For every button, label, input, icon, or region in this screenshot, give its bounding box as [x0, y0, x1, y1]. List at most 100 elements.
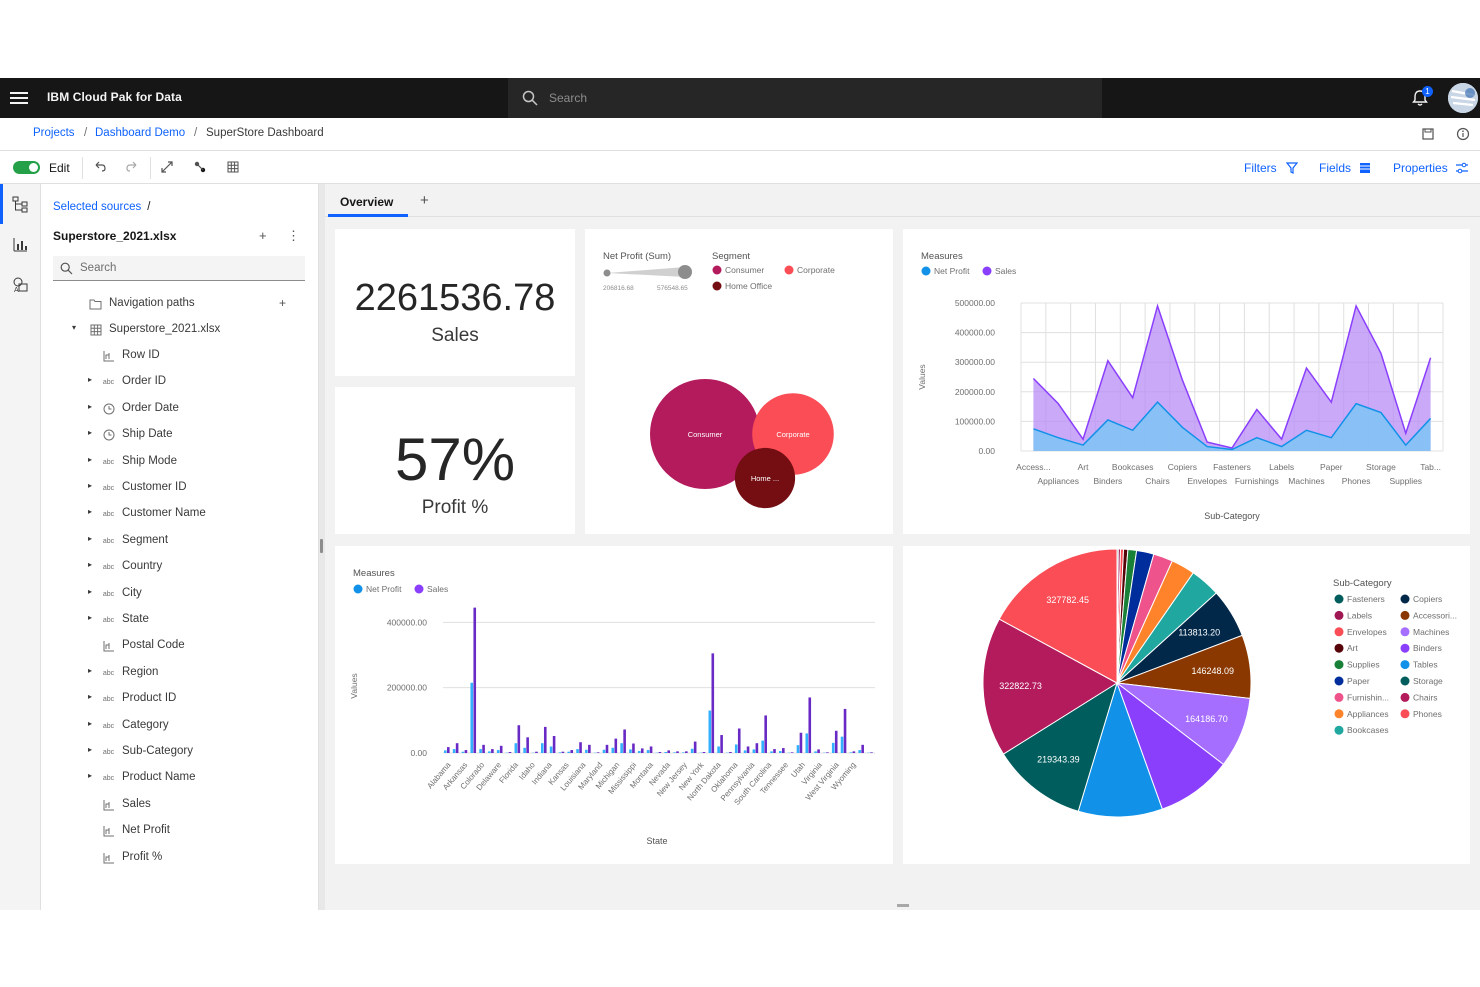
bar-net-profit-pennsylvania[interactable] [761, 740, 764, 753]
bar-sales-new-hampshire[interactable] [685, 751, 688, 753]
bar-sales-vermont[interactable] [826, 752, 829, 753]
add-tab-button[interactable]: + [420, 192, 429, 209]
bar-net-profit-massachusetts[interactable] [611, 747, 615, 753]
bar-net-profit-california[interactable] [470, 682, 474, 753]
pie-slice-phones[interactable] [998, 548, 1118, 684]
bar-sales-utah[interactable] [817, 749, 820, 753]
bar-net-profit-south-carolina[interactable] [779, 751, 782, 753]
expand-arrow-icon[interactable]: ▸ [88, 533, 93, 543]
bar-sales-louisiana[interactable] [588, 744, 591, 753]
tree-item-sales[interactable]: Sales [41, 797, 311, 815]
bar-net-profit-oklahoma[interactable] [743, 750, 747, 753]
properties-sliders-icon[interactable] [1455, 161, 1469, 175]
info-icon[interactable] [1456, 127, 1470, 141]
profit-kpi-card[interactable]: 57% Profit % [335, 387, 575, 534]
bar-sales-new-jersey[interactable] [693, 741, 697, 753]
bar-net-profit-nebraska[interactable] [664, 752, 668, 753]
area-sales[interactable] [1033, 305, 1431, 451]
bar-sales-mississippi[interactable] [640, 748, 644, 753]
bar-sales-maine[interactable] [596, 752, 600, 753]
bar-net-profit-new-jersey[interactable] [690, 748, 694, 753]
bar-sales-pennsylvania[interactable] [764, 715, 767, 753]
bar-sales-indiana[interactable] [552, 736, 556, 753]
bar-sales-oregon[interactable] [755, 743, 759, 753]
save-icon[interactable] [1421, 127, 1435, 141]
bar-net-profit-utah[interactable] [814, 751, 817, 753]
segment-bubble-card[interactable]: Net Profit (Sum) 206816.68 576548.65 Segmen… [585, 229, 893, 534]
visualizations-icon[interactable] [12, 236, 29, 253]
bubble-consumer[interactable] [650, 379, 760, 489]
breadcrumb-dashboard-demo[interactable]: Dashboard Demo [95, 127, 186, 139]
sales-kpi-card[interactable]: 2261536.78 Sales [335, 229, 575, 376]
properties-button[interactable]: Properties [1393, 161, 1448, 175]
tree-item-segment[interactable]: ▸ abc Segment [41, 533, 311, 551]
bar-sales-alabama[interactable] [447, 747, 450, 753]
selected-sources-link[interactable]: Selected sources / [53, 201, 150, 213]
tree-item-row-id[interactable]: Row ID [41, 348, 311, 366]
subcategory-pie-card[interactable]: 327782.45 113813.20 146248.09 164186.70 2193… [903, 546, 1470, 864]
expand-arrow-icon[interactable]: ▸ [88, 692, 93, 702]
pie-slice-chairs[interactable] [982, 618, 1118, 755]
bar-net-profit-wisconsin[interactable] [858, 750, 861, 753]
bar-net-profit-kentucky[interactable] [576, 749, 579, 753]
user-avatar[interactable] [1448, 83, 1478, 113]
bar-net-profit-kansas[interactable] [567, 751, 571, 753]
tree-item-net-profit[interactable]: Net Profit [41, 823, 311, 841]
expand-arrow-icon[interactable]: ▸ [88, 745, 93, 754]
expand-arrow-icon[interactable]: ▸ [88, 613, 93, 622]
fields-icon[interactable] [1358, 161, 1372, 175]
tree-item-category[interactable]: ▸ abc Category [41, 718, 311, 736]
bar-net-profit-tennessee[interactable] [796, 745, 800, 753]
bar-sales-nebraska[interactable] [667, 750, 671, 753]
bar-sales-michigan[interactable] [623, 729, 626, 753]
bar-net-profit-nevada[interactable] [673, 752, 676, 753]
bar-sales-colorado[interactable] [482, 744, 485, 753]
bar-net-profit-rhode-island[interactable] [770, 751, 773, 753]
connect-icon[interactable] [193, 160, 207, 174]
tab-overview[interactable]: Overview [328, 184, 408, 217]
bar-sales-california[interactable] [473, 607, 477, 753]
expand-arrow-icon[interactable]: ▸ [88, 507, 93, 517]
bar-sales-kansas[interactable] [570, 750, 574, 753]
bar-net-profit-washington[interactable] [840, 736, 844, 753]
bubble-home-office[interactable] [734, 447, 796, 509]
bar-sales-connecticut[interactable] [491, 749, 494, 753]
bar-net-profit-delaware[interactable] [496, 750, 500, 753]
tree-item-customer-name[interactable]: ▸ abc Customer Name [41, 506, 311, 524]
grid-icon[interactable] [226, 160, 240, 174]
bar-sales-south-carolina[interactable] [782, 748, 785, 753]
bar-net-profit-north-carolina[interactable] [717, 746, 720, 753]
widgets-shapes-icon[interactable]: A [12, 276, 29, 293]
bar-sales-new-mexico[interactable] [702, 752, 706, 753]
tree-item-profit[interactable]: Profit % [41, 850, 311, 868]
bar-net-profit-florida[interactable] [514, 743, 518, 753]
bar-sales-florida[interactable] [517, 725, 521, 753]
tree-item-order-id[interactable]: ▸ abc Order ID [41, 374, 311, 392]
tree-item-order-date[interactable]: ▸ Order Date [41, 401, 311, 419]
expand-arrow-icon[interactable]: ▸ [88, 401, 93, 411]
canvas-resize-grip[interactable] [897, 904, 909, 907]
bar-net-profit-minnesota[interactable] [629, 749, 632, 753]
tree-item-postal-code[interactable]: Postal Code [41, 638, 311, 656]
bar-sales-nevada[interactable] [676, 751, 679, 753]
global-search-input[interactable]: Search [549, 91, 588, 105]
selected-sources-label[interactable]: Selected sources [53, 201, 142, 213]
source-search[interactable]: Search [53, 256, 305, 281]
bar-net-profit-mississippi[interactable] [637, 751, 641, 753]
bar-sales-tennessee[interactable] [799, 732, 803, 753]
tree-item-navigation-paths[interactable]: Navigation paths + [41, 296, 311, 314]
collapse-arrow-icon[interactable]: ▾ [72, 323, 77, 332]
expand-arrow-icon[interactable]: ▸ [88, 665, 93, 675]
bar-net-profit-illinois[interactable] [540, 743, 544, 753]
bar-sales-kentucky[interactable] [579, 742, 582, 753]
bar-net-profit-maryland[interactable] [602, 749, 606, 753]
fields-button[interactable]: Fields [1319, 161, 1352, 175]
bar-net-profit-new-york[interactable] [708, 710, 712, 753]
add-navigation-path-button[interactable]: + [279, 296, 287, 310]
bar-sales-district-of-columbia[interactable] [508, 752, 512, 753]
expand-arrow-icon[interactable]: ▸ [88, 718, 93, 728]
bar-net-profit-oregon[interactable] [752, 749, 756, 753]
pie-slice-tables[interactable] [1077, 681, 1163, 818]
bar-sales-montana[interactable] [658, 752, 662, 753]
tree-item-city[interactable]: ▸ abc City [41, 586, 311, 604]
